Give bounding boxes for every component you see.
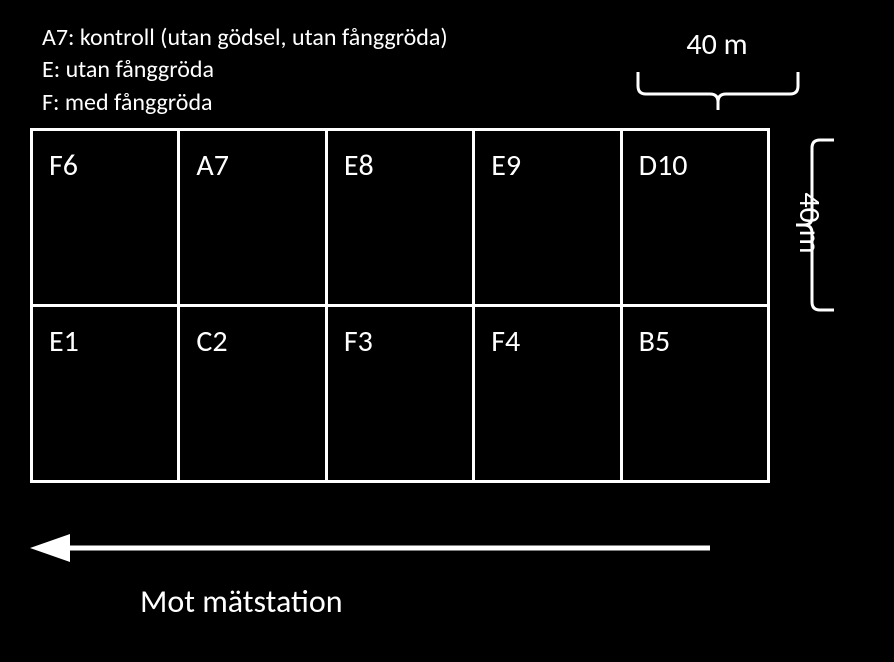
cell-label: B5 (639, 323, 671, 360)
cell-label: C2 (196, 323, 227, 360)
height-dimension-bracket (786, 130, 846, 320)
legend-block: A7: kontroll (utan gödsel, utan fånggröd… (42, 22, 448, 119)
cell-E8: E8 (328, 131, 475, 304)
legend-line-1: A7: kontroll (utan gödsel, utan fånggröd… (42, 22, 448, 54)
direction-arrow-caption: Mot mätstation (140, 582, 343, 621)
plot-grid-row-bottom: E1 C2 F3 F4 B5 (33, 307, 767, 480)
cell-A7: A7 (180, 131, 327, 304)
cell-E1: E1 (33, 307, 180, 480)
cell-label: D10 (639, 147, 688, 184)
width-dimension-bracket (628, 62, 808, 122)
cell-F6: F6 (33, 131, 180, 304)
plot-grid: F6 A7 E8 E9 D10 E1 C2 F3 F4 B5 (30, 128, 770, 483)
cell-F3: F3 (328, 307, 475, 480)
legend-line-3: F: med fånggröda (42, 87, 448, 119)
cell-label: A7 (196, 147, 229, 184)
cell-D10: D10 (623, 131, 767, 304)
legend-line-2: E: utan fånggröda (42, 54, 448, 86)
cell-F4: F4 (475, 307, 622, 480)
plot-grid-row-top: F6 A7 E8 E9 D10 (33, 131, 767, 307)
cell-label: E8 (344, 147, 374, 184)
cell-C2: C2 (180, 307, 327, 480)
cell-label: E1 (49, 323, 79, 360)
cell-label: F6 (49, 147, 78, 184)
cell-B5: B5 (623, 307, 767, 480)
cell-label: F4 (491, 323, 520, 360)
width-dimension-label: 40 m (645, 26, 789, 63)
cell-E9: E9 (475, 131, 622, 304)
cell-label: F3 (344, 323, 373, 360)
direction-arrow (30, 528, 720, 568)
cell-label: E9 (491, 147, 521, 184)
